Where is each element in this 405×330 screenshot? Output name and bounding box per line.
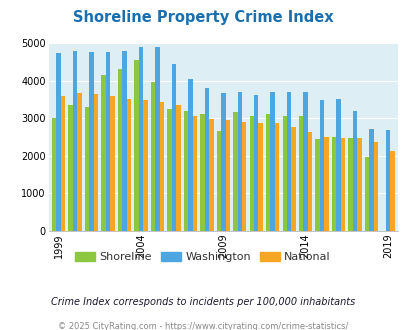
Bar (188, 80, 192, 231)
Bar (303, 92, 307, 231)
Bar (110, 96, 114, 231)
Bar (134, 60, 139, 231)
Bar (94, 94, 98, 231)
Bar (117, 69, 122, 231)
Text: © 2025 CityRating.com - https://www.cityrating.com/crime-statistics/: © 2025 CityRating.com - https://www.city… (58, 322, 347, 330)
Bar (126, 99, 131, 231)
Bar (335, 99, 340, 231)
Legend: Shoreline, Washington, National: Shoreline, Washington, National (70, 248, 335, 267)
Bar (356, 138, 361, 231)
Bar (171, 64, 176, 231)
Bar (85, 107, 89, 231)
Bar (389, 151, 394, 231)
Bar (200, 115, 204, 231)
Bar (122, 51, 126, 231)
Bar (68, 105, 72, 231)
Bar (254, 95, 258, 231)
Bar (232, 113, 237, 231)
Bar (72, 51, 77, 231)
Bar (315, 139, 319, 231)
Bar (385, 130, 389, 231)
Bar (209, 119, 213, 231)
Bar (225, 120, 229, 231)
Bar (143, 100, 147, 231)
Bar (52, 118, 56, 231)
Bar (340, 139, 344, 231)
Bar (155, 48, 159, 231)
Bar (150, 82, 155, 231)
Bar (204, 88, 209, 231)
Bar (77, 93, 81, 231)
Bar (56, 53, 61, 231)
Bar (216, 131, 221, 231)
Bar (282, 116, 286, 231)
Bar (106, 51, 110, 231)
Bar (258, 123, 262, 231)
Bar (369, 129, 373, 231)
Bar (167, 109, 171, 231)
Bar (331, 137, 335, 231)
Bar (286, 92, 291, 231)
Bar (364, 156, 369, 231)
Bar (373, 142, 377, 231)
Text: Shoreline Property Crime Index: Shoreline Property Crime Index (72, 10, 333, 25)
Bar (270, 92, 274, 231)
Bar (319, 100, 324, 231)
Bar (265, 115, 270, 231)
Bar (324, 137, 328, 231)
Bar (307, 132, 311, 231)
Bar (237, 92, 241, 231)
Bar (298, 116, 303, 231)
Bar (221, 92, 225, 231)
Bar (241, 121, 246, 231)
Bar (347, 138, 352, 231)
Bar (176, 105, 180, 231)
Bar (249, 116, 254, 231)
Bar (183, 111, 188, 231)
Bar (352, 111, 356, 231)
Bar (139, 48, 143, 231)
Bar (274, 123, 279, 231)
Bar (192, 116, 196, 231)
Bar (61, 96, 65, 231)
Text: Crime Index corresponds to incidents per 100,000 inhabitants: Crime Index corresponds to incidents per… (51, 297, 354, 307)
Bar (101, 75, 106, 231)
Bar (159, 102, 164, 231)
Bar (89, 51, 94, 231)
Bar (291, 127, 295, 231)
